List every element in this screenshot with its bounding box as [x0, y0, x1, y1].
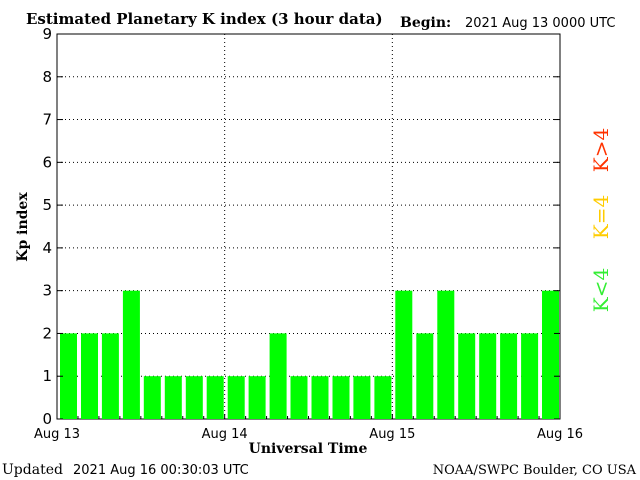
kp-bar	[206, 376, 224, 419]
y-tick-label: 6	[42, 153, 52, 171]
grid-lines	[57, 34, 560, 419]
kp-bar	[185, 376, 203, 419]
kp-bar	[479, 333, 497, 419]
kp-bar	[143, 376, 161, 419]
kp-bar	[521, 333, 539, 419]
y-tick-label: 7	[42, 111, 52, 129]
kp-bar	[60, 333, 77, 419]
kp-bar	[395, 290, 413, 419]
x-tick-label: Aug 15	[369, 427, 415, 442]
y-tick-label: 5	[42, 196, 52, 214]
y-tick-label: 8	[42, 68, 52, 86]
legend-k-below-4: K<4	[589, 268, 613, 312]
kp-bar	[500, 333, 518, 419]
y-axis-ticks: 0 1 2 3 4 5 6 7 8 9	[42, 25, 560, 428]
begin-value: 2021 Aug 13 0000 UTC	[465, 16, 615, 31]
x-axis-label: Universal Time	[249, 441, 368, 457]
kp-bar	[374, 376, 392, 419]
x-tick-label: Aug 13	[34, 427, 80, 442]
kp-bar	[542, 290, 559, 419]
kp-bar	[332, 376, 350, 419]
kp-bar	[122, 290, 140, 419]
y-axis-label: Kp index	[15, 192, 31, 262]
kp-bar	[101, 333, 119, 419]
kp-bar	[227, 376, 245, 419]
y-tick-label: 3	[42, 282, 52, 300]
x-tick-label: Aug 16	[537, 427, 583, 442]
begin-label: Begin:	[400, 15, 451, 31]
y-tick-label: 0	[42, 410, 52, 428]
kp-bar	[437, 290, 455, 419]
kp-bar	[269, 333, 287, 419]
kp-bar	[81, 333, 98, 419]
updated-label: Updated	[2, 462, 63, 478]
kp-bar	[353, 376, 371, 419]
legend-k-above-4: K>4	[589, 128, 613, 172]
x-tick-label: Aug 14	[202, 427, 248, 442]
y-tick-label: 4	[42, 239, 52, 257]
bars	[60, 290, 559, 419]
y-tick-label: 2	[42, 324, 52, 342]
legend-k-equal-4: K=4	[589, 195, 613, 239]
kp-bar	[164, 376, 182, 419]
kp-bar	[248, 376, 266, 419]
credit: NOAA/SWPC Boulder, CO USA	[433, 463, 637, 478]
kp-bar	[311, 376, 329, 419]
chart-title: Estimated Planetary K index (3 hour data…	[26, 10, 383, 28]
updated-value: 2021 Aug 16 00:30:03 UTC	[73, 463, 249, 478]
kp-bar	[458, 333, 476, 419]
x-axis-ticks: Aug 13 Aug 14 Aug 15 Aug 16	[34, 414, 583, 442]
y-tick-label: 1	[42, 367, 52, 385]
kp-bar	[416, 333, 434, 419]
kp-bar	[290, 376, 308, 419]
y-tick-label: 9	[42, 25, 52, 43]
